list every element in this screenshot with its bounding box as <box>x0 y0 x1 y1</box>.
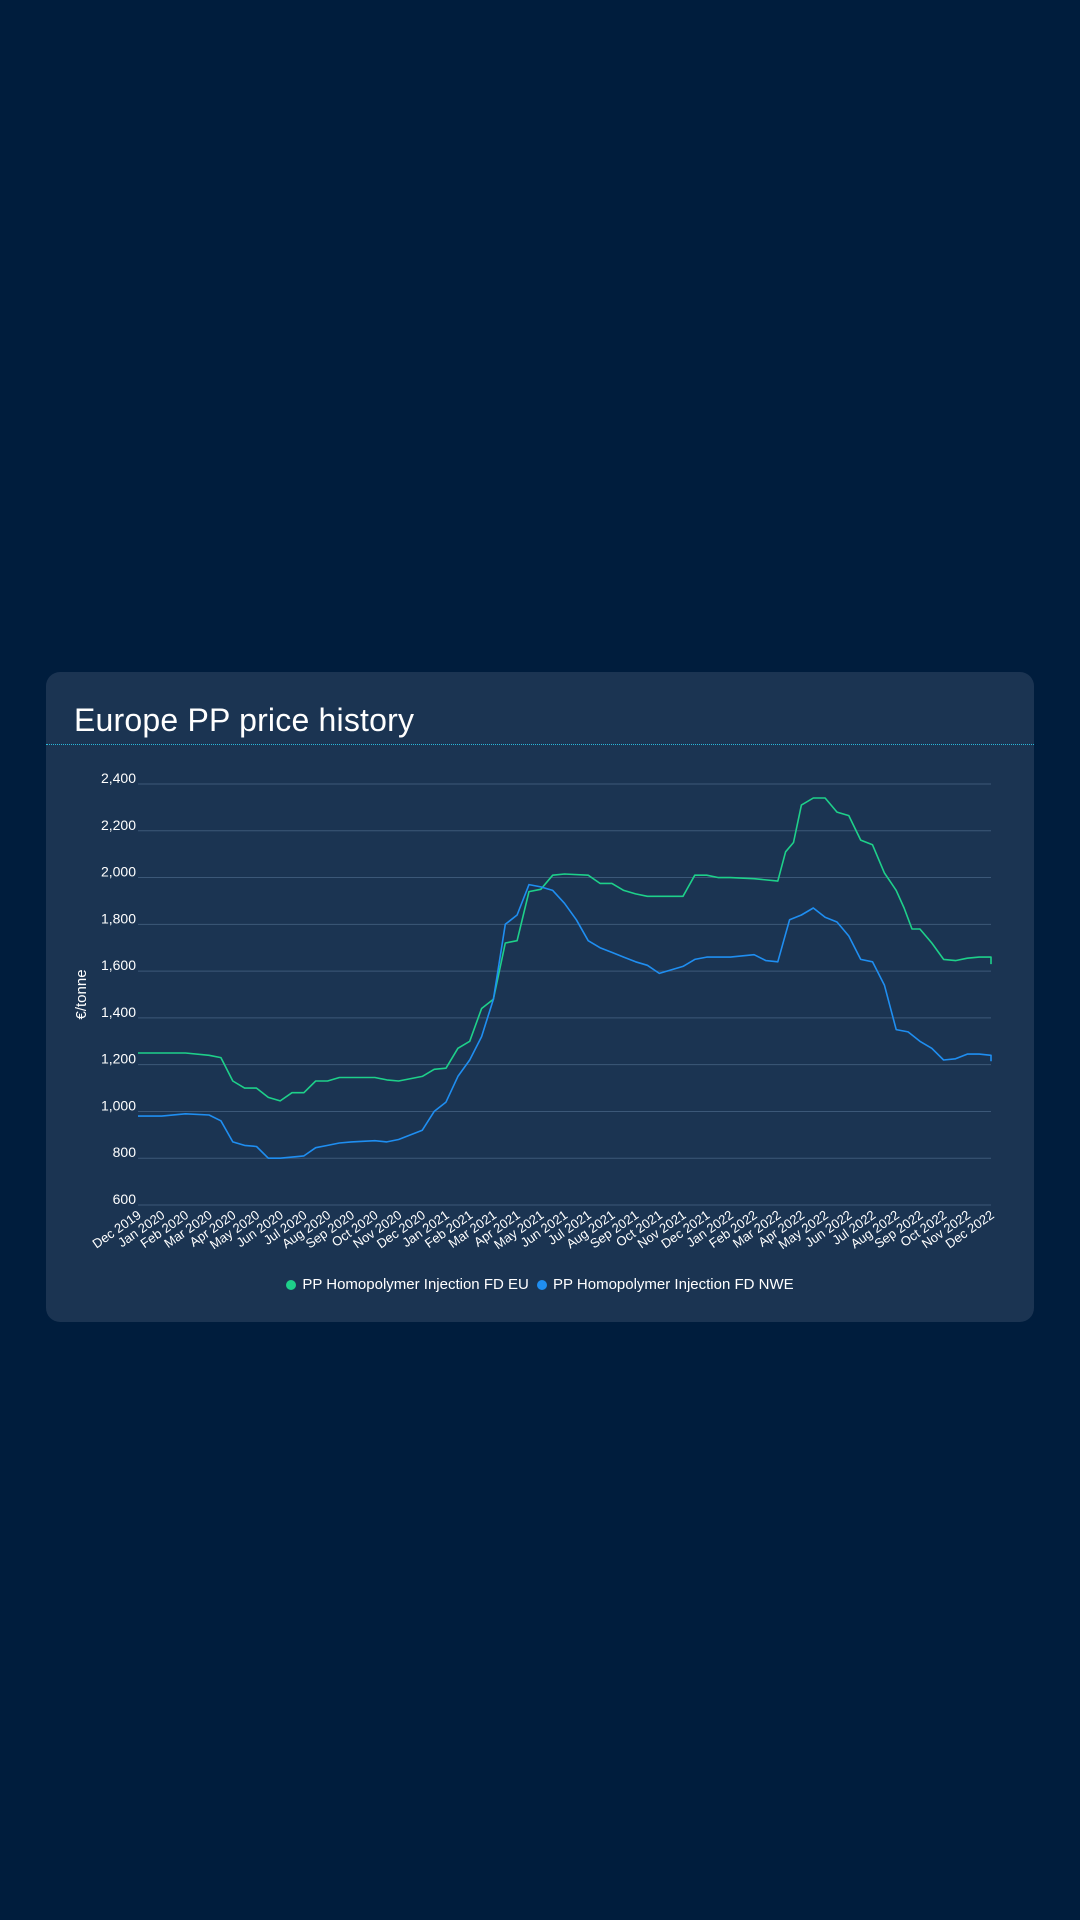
y-tick-label: 1,400 <box>101 1004 136 1020</box>
y-tick-label: 2,400 <box>101 770 136 786</box>
legend-item-eu[interactable]: PP Homopolymer Injection FD EU <box>286 1276 529 1293</box>
title-divider <box>46 744 1034 745</box>
chart-card: Europe PP price history 600 800 1,000 1,200… <box>46 672 1034 1322</box>
y-tick-label: 1,000 <box>101 1097 136 1113</box>
legend-item-nwe[interactable]: PP Homopolymer Injection FD NWE <box>537 1276 794 1293</box>
y-axis-ticks: 600 800 1,000 1,200 1,400 1,600 1,800 2,000 2,20… <box>101 770 136 1207</box>
y-tick-label: 2,000 <box>101 864 136 880</box>
legend-marker-eu <box>286 1279 297 1290</box>
legend-label-eu: PP Homopolymer Injection FD EU <box>302 1276 529 1293</box>
y-tick-label: 1,800 <box>101 910 136 926</box>
y-tick-label: 800 <box>113 1144 137 1160</box>
grid-lines <box>138 783 991 1206</box>
y-tick-label: 2,200 <box>101 817 136 833</box>
series-line-eu[interactable] <box>138 797 992 1102</box>
series-lines <box>138 797 992 1160</box>
y-tick-label: 1,200 <box>101 1051 136 1067</box>
line-chart: 600 800 1,000 1,200 1,400 1,600 1,800 2,000 2,20… <box>73 770 997 1252</box>
chart-legend: PP Homopolymer Injection FD EU PP Homopo… <box>46 1276 1034 1294</box>
series-line-nwe[interactable] <box>138 883 992 1160</box>
chart-title: Europe PP price history <box>74 702 415 738</box>
legend-label-nwe: PP Homopolymer Injection FD NWE <box>553 1276 794 1293</box>
y-axis-label: €/tonne <box>73 969 90 1019</box>
y-tick-label: 600 <box>113 1191 137 1207</box>
legend-marker-nwe <box>537 1279 547 1290</box>
y-tick-label: 1,600 <box>101 957 136 973</box>
